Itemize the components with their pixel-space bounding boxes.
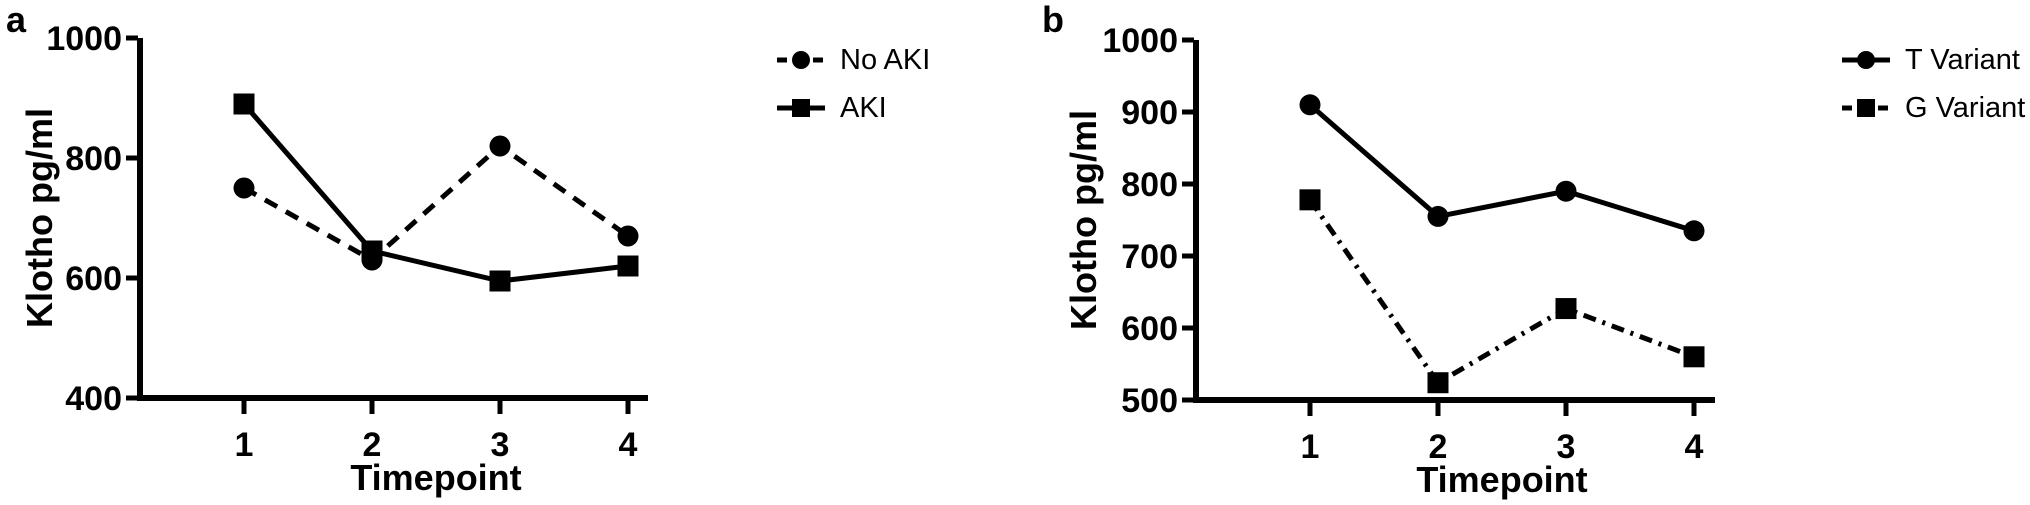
- data-point-t-variant: [1555, 180, 1577, 202]
- panel-label-b: b: [1042, 0, 1064, 40]
- series-line-aki: [242, 102, 629, 284]
- y-axis-title: Klotho pg/ml: [19, 108, 60, 328]
- y-tick-label: 700: [1121, 238, 1178, 276]
- legend-item-no-aki: No AKI: [775, 36, 930, 84]
- y-tick-label: 900: [1121, 94, 1178, 132]
- y-tick-label: 600: [1121, 310, 1178, 348]
- t-variant-solid-circle-icon: [1842, 51, 1890, 69]
- x-tick-label: 3: [1557, 428, 1576, 466]
- legend-marker-square: [1857, 99, 1875, 117]
- legend-panel-a: No AKI AKI: [775, 36, 930, 132]
- y-tick-label: 800: [1121, 166, 1178, 204]
- legend-marker-square: [792, 99, 810, 117]
- chart-panel-a: a 400 600 800 1000 1 2 3 4 Timepoint Klotho pg/ml…: [6, 0, 930, 498]
- legend-label-aki: AKI: [840, 91, 887, 124]
- data-point-t-variant: [1299, 94, 1321, 116]
- series-line-no-aki: [242, 142, 630, 264]
- legend-marker-circle: [1857, 51, 1875, 69]
- data-point-aki: [489, 270, 511, 292]
- aki-solid-square-icon: [777, 99, 825, 117]
- panel-label-a: a: [6, 0, 27, 40]
- data-point-g-variant: [1555, 298, 1577, 320]
- y-tick-label: 800: [65, 140, 122, 178]
- legend-label-no-aki: No AKI: [840, 43, 931, 76]
- x-tick-label: 4: [619, 426, 638, 464]
- legend-item-t-variant: T Variant: [1840, 36, 2025, 84]
- x-tick-label: 1: [235, 426, 254, 464]
- legend-panel-b: T Variant G Variant: [1840, 36, 2025, 132]
- legend-item-aki: AKI: [775, 84, 930, 132]
- no-aki-dashed-circle-icon: [777, 51, 825, 69]
- legend-item-g-variant: G Variant: [1840, 84, 2025, 132]
- series-line-g-variant: [1307, 198, 1695, 387]
- data-point-aki: [617, 255, 639, 277]
- x-tick-label: 3: [491, 426, 510, 464]
- axes-frame: [137, 38, 648, 401]
- x-axis-title: Timepoint: [350, 457, 521, 498]
- data-point-no-aki: [617, 225, 639, 247]
- legend-label-t-variant: T Variant: [1905, 43, 2020, 76]
- data-point-no-aki: [233, 177, 255, 199]
- y-tick-label: 1000: [1102, 22, 1178, 60]
- line-chart-variant: 500 600 700 800 900 1000 1 2 3 4 Timepoint Klotho p…: [1063, 22, 1715, 500]
- legend-marker-circle: [792, 51, 810, 69]
- data-point-t-variant: [1427, 205, 1449, 227]
- data-point-t-variant: [1683, 220, 1705, 242]
- legend-label-g-variant: G Variant: [1905, 91, 2026, 124]
- data-point-aki: [361, 240, 383, 262]
- x-axis-title: Timepoint: [1416, 459, 1587, 500]
- x-tick-label: 1: [1301, 428, 1320, 466]
- y-tick-label: 400: [65, 380, 122, 418]
- series-line-t-variant: [1308, 102, 1695, 234]
- data-point-aki: [233, 93, 255, 115]
- x-tick-label: 2: [1429, 428, 1448, 466]
- data-point-g-variant: [1299, 189, 1321, 211]
- x-tick-label: 4: [1685, 428, 1704, 466]
- y-axis-title: Klotho pg/ml: [1063, 110, 1104, 330]
- x-tick-label: 2: [363, 426, 382, 464]
- data-point-g-variant: [1683, 346, 1705, 368]
- y-tick-label: 1000: [46, 20, 122, 58]
- y-tick-label: 600: [65, 260, 122, 298]
- axes-frame: [1193, 40, 1715, 403]
- data-point-g-variant: [1427, 372, 1449, 394]
- g-variant-dashed-square-icon: [1842, 99, 1890, 117]
- data-point-no-aki: [489, 135, 511, 157]
- y-tick-label: 500: [1121, 382, 1178, 420]
- line-chart-aki: 400 600 800 1000 1 2 3 4 Timepoint Klotho pg/ml: [19, 20, 648, 498]
- chart-panel-b: b 500 600 700 800 900 1000 1 2 3 4 Timepoint Klotho…: [1015, 0, 2030, 505]
